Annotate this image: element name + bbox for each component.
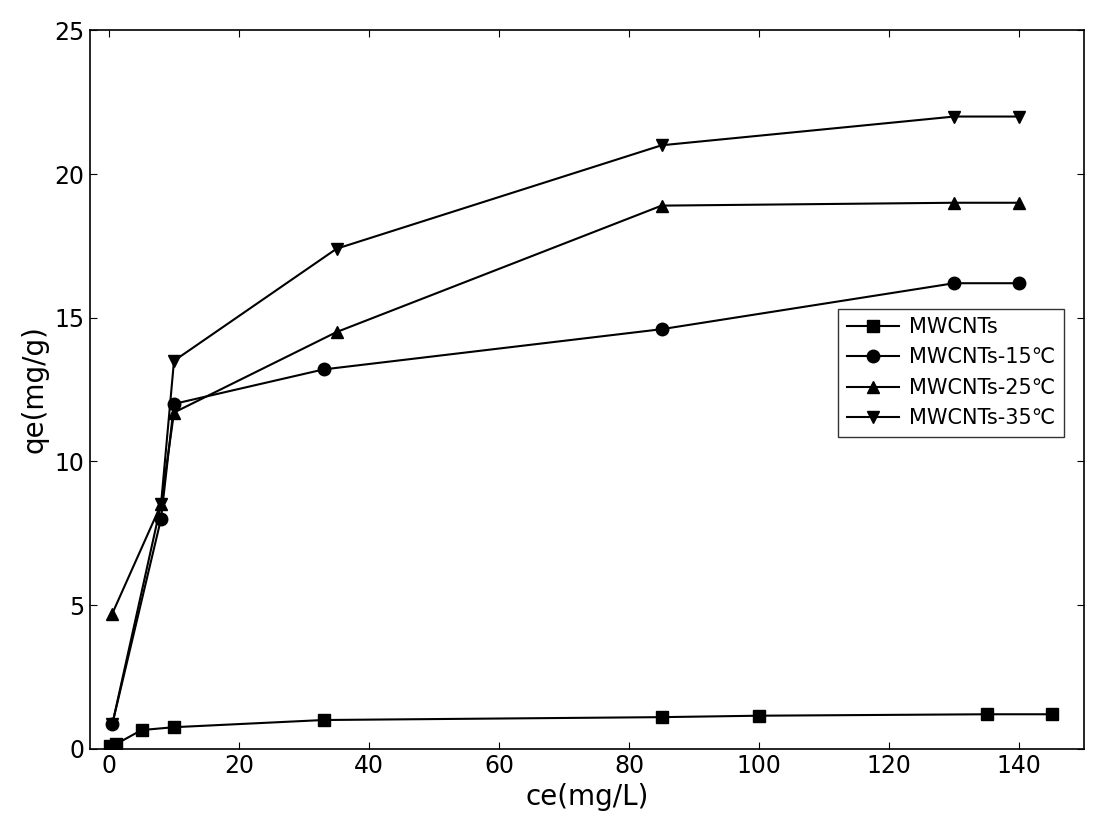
MWCNTs — [753, 711, 766, 721]
MWCNTs-35℃ — [106, 720, 119, 730]
MWCNTs — [317, 715, 330, 725]
MWCNTs-15℃ — [1012, 278, 1025, 288]
MWCNTs-35℃ — [155, 499, 168, 509]
MWCNTs — [135, 725, 148, 735]
MWCNTs-25℃ — [655, 201, 669, 210]
MWCNTs-25℃ — [1012, 198, 1025, 208]
Y-axis label: qe(mg/g): qe(mg/g) — [21, 325, 49, 453]
MWCNTs — [167, 722, 180, 732]
MWCNTs-15℃ — [317, 364, 330, 374]
MWCNTs-35℃ — [655, 141, 669, 151]
MWCNTs — [109, 740, 123, 750]
Legend: MWCNTs, MWCNTs-15℃, MWCNTs-25℃, MWCNTs-35℃: MWCNTs, MWCNTs-15℃, MWCNTs-25℃, MWCNTs-3… — [839, 309, 1064, 437]
MWCNTs-25℃ — [106, 609, 119, 619]
MWCNTs-15℃ — [655, 324, 669, 334]
MWCNTs-35℃ — [1012, 111, 1025, 121]
MWCNTs-15℃ — [155, 514, 168, 524]
MWCNTs-25℃ — [155, 499, 168, 509]
Line: MWCNTs-25℃: MWCNTs-25℃ — [106, 196, 1025, 620]
MWCNTs — [1045, 709, 1059, 719]
MWCNTs-35℃ — [330, 244, 344, 254]
MWCNTs-15℃ — [167, 399, 180, 409]
MWCNTs-35℃ — [947, 111, 960, 121]
X-axis label: ce(mg/L): ce(mg/L) — [525, 783, 649, 811]
MWCNTs — [103, 741, 116, 751]
Line: MWCNTs: MWCNTs — [104, 708, 1057, 753]
MWCNTs — [980, 709, 993, 719]
MWCNTs-15℃ — [106, 720, 119, 730]
Line: MWCNTs-35℃: MWCNTs-35℃ — [106, 111, 1025, 730]
MWCNTs-25℃ — [947, 198, 960, 208]
MWCNTs-25℃ — [330, 327, 344, 337]
MWCNTs — [655, 712, 669, 722]
MWCNTs-25℃ — [167, 408, 180, 418]
MWCNTs-35℃ — [167, 356, 180, 366]
Line: MWCNTs-15℃: MWCNTs-15℃ — [106, 277, 1025, 730]
MWCNTs-15℃ — [947, 278, 960, 288]
